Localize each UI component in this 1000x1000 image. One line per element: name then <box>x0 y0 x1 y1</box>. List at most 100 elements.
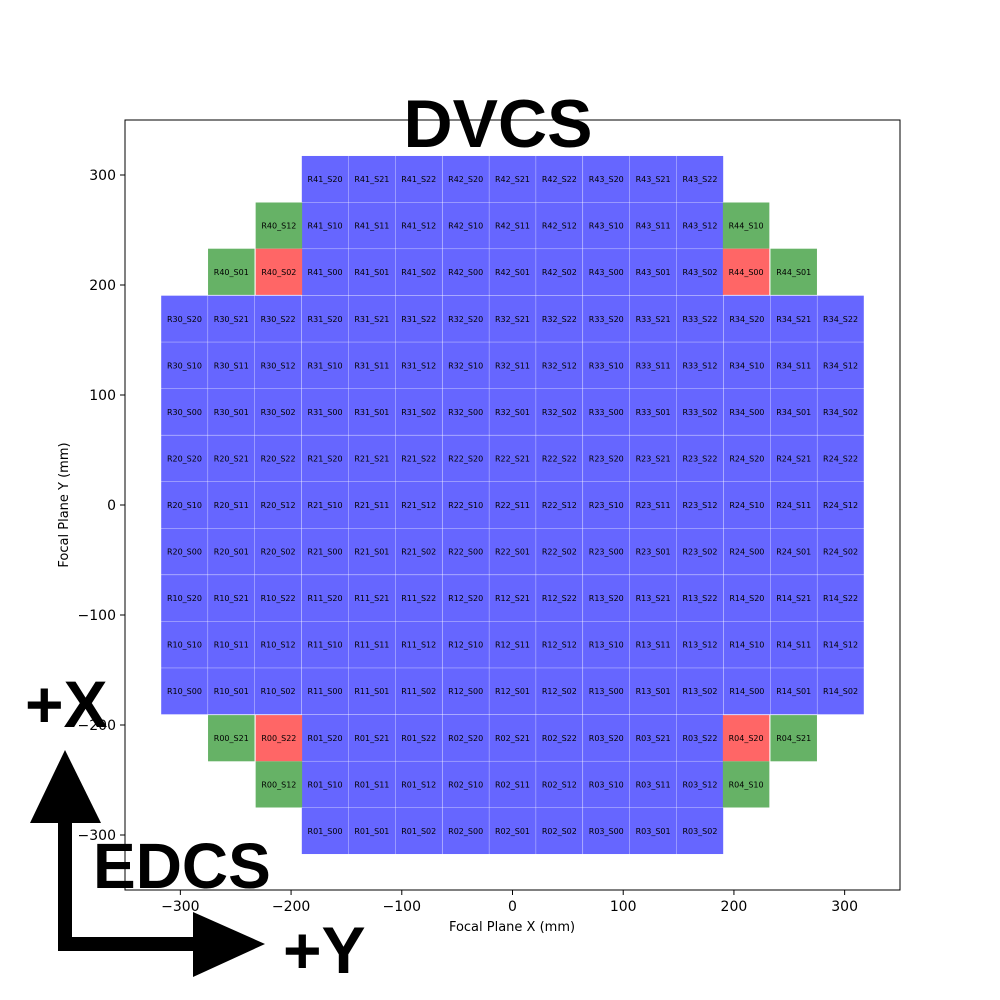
sensor-r23-s02: R23_S02 <box>676 528 724 575</box>
sensor-label: R24_S10 <box>729 501 764 510</box>
sensor-label: R40_S12 <box>261 222 296 231</box>
sensor-label: R10_S22 <box>261 594 296 603</box>
sensor-cell <box>676 388 724 435</box>
sensor-r01-s02: R01_S02 <box>395 807 442 855</box>
sensor-label: R01_S22 <box>401 734 436 743</box>
sensor-r12-s10: R12_S10 <box>442 621 489 668</box>
sensor-r21-s00: R21_S00 <box>301 528 349 575</box>
sensor-cell <box>255 715 303 762</box>
sensor-label: R01_S12 <box>401 780 436 789</box>
sensor-label: R41_S01 <box>354 268 389 277</box>
sensor-cell <box>770 248 817 295</box>
sensor-label: R41_S10 <box>308 222 343 231</box>
sensor-r00-s22: R00_S22 <box>255 715 303 762</box>
sensor-r30-s21: R30_S21 <box>208 295 255 342</box>
y-tick-label: 0 <box>107 498 116 514</box>
sensor-r34-s02: R34_S02 <box>817 388 864 435</box>
sensor-r03-s01: R03_S01 <box>629 807 677 855</box>
sensor-r01-s12: R01_S12 <box>395 761 442 808</box>
sensor-cell <box>723 295 771 342</box>
sensor-label: R24_S12 <box>823 501 858 510</box>
y-tick-label: −300 <box>78 828 116 844</box>
sensor-cell <box>348 761 396 808</box>
sensor-r43-s00: R43_S00 <box>583 249 630 296</box>
sensor-label: R23_S10 <box>589 501 624 510</box>
sensor-r22-s21: R22_S21 <box>489 435 536 482</box>
sensor-cell <box>489 575 536 622</box>
sensor-label: R24_S22 <box>823 454 858 463</box>
sensor-r04-s21: R04_S21 <box>770 715 817 762</box>
sensor-cell <box>817 435 864 482</box>
sensor-cell <box>489 342 536 389</box>
sensor-label: R43_S02 <box>682 268 717 277</box>
sensor-r31-s21: R31_S21 <box>348 295 396 342</box>
y-axis-ticks: −300 −200 −100 0 100 200 300 <box>78 168 125 844</box>
sensor-r01-s22: R01_S22 <box>395 714 442 761</box>
sensor-label: R12_S00 <box>448 687 483 696</box>
sensor-label: R13_S00 <box>589 687 624 696</box>
sensor-cell <box>770 342 817 389</box>
sensor-r10-s02: R10_S02 <box>254 668 302 715</box>
y-tick-label: 100 <box>89 388 116 404</box>
sensor-cell <box>770 621 817 668</box>
sensor-cell <box>583 481 630 529</box>
sensor-r03-s02: R03_S02 <box>676 807 724 855</box>
up-arrow-icon <box>30 750 101 823</box>
sensor-cell <box>676 155 724 203</box>
sensor-cell <box>536 155 583 203</box>
sensor-r11-s01: R11_S01 <box>348 668 396 715</box>
sensor-r42-s00: R42_S00 <box>442 249 489 296</box>
sensor-cell <box>629 621 677 668</box>
sensor-label: R14_S01 <box>776 687 811 696</box>
sensor-label: R32_S01 <box>495 408 530 417</box>
sensor-label: R01_S02 <box>401 827 436 836</box>
sensor-r01-s21: R01_S21 <box>348 714 396 761</box>
sensor-label: R43_S01 <box>636 268 671 277</box>
sensor-cell <box>442 528 489 575</box>
sensor-r20-s00: R20_S00 <box>161 528 208 575</box>
sensor-cell <box>348 202 396 249</box>
sensor-label: R02_S21 <box>495 734 530 743</box>
sensor-label: R10_S10 <box>167 641 202 650</box>
sensor-r30-s01: R30_S01 <box>208 388 255 435</box>
sensor-label: R03_S20 <box>589 734 624 743</box>
sensor-label: R01_S11 <box>354 780 389 789</box>
sensor-label: R41_S20 <box>308 175 343 184</box>
sensor-label: R42_S00 <box>448 268 483 277</box>
sensor-label: R41_S12 <box>401 222 436 231</box>
sensor-cell <box>301 668 349 715</box>
sensor-label: R10_S11 <box>214 641 249 650</box>
sensor-r21-s11: R21_S11 <box>348 481 396 529</box>
sensor-label: R33_S11 <box>636 361 671 370</box>
sensor-cell <box>489 621 536 668</box>
sensor-r24-s11: R24_S11 <box>770 481 817 529</box>
sensor-r33-s01: R33_S01 <box>629 388 677 435</box>
sensor-r14-s10: R14_S10 <box>723 621 771 668</box>
sensor-r33-s02: R33_S02 <box>676 388 724 435</box>
sensor-cell <box>676 575 724 622</box>
x-tick-label: 200 <box>721 899 748 915</box>
sensor-cell <box>301 388 349 435</box>
sensor-r30-s00: R30_S00 <box>161 388 208 435</box>
sensor-label: R24_S20 <box>729 454 764 463</box>
sensor-cell <box>723 668 771 715</box>
sensor-label: R02_S00 <box>448 827 483 836</box>
sensor-r24-s10: R24_S10 <box>723 481 771 529</box>
sensor-r11-s21: R11_S21 <box>348 575 396 622</box>
sensor-cell <box>583 668 630 715</box>
sensor-label: R14_S02 <box>823 687 858 696</box>
vertical-arrow-shaft <box>58 820 72 950</box>
sensor-label: R41_S02 <box>401 268 436 277</box>
sensor-label: R41_S22 <box>401 175 436 184</box>
sensor-r10-s00: R10_S00 <box>161 668 208 715</box>
x-tick-label: 0 <box>508 899 517 915</box>
sensor-cell <box>489 668 536 715</box>
sensor-r23-s10: R23_S10 <box>583 481 630 529</box>
sensor-r22-s11: R22_S11 <box>489 481 536 529</box>
sensor-cell <box>255 248 303 295</box>
sensor-r30-s12: R30_S12 <box>254 342 302 389</box>
sensor-r10-s12: R10_S12 <box>254 621 302 668</box>
sensor-r02-s12: R02_S12 <box>536 761 583 808</box>
sensor-r43-s11: R43_S11 <box>629 202 677 249</box>
